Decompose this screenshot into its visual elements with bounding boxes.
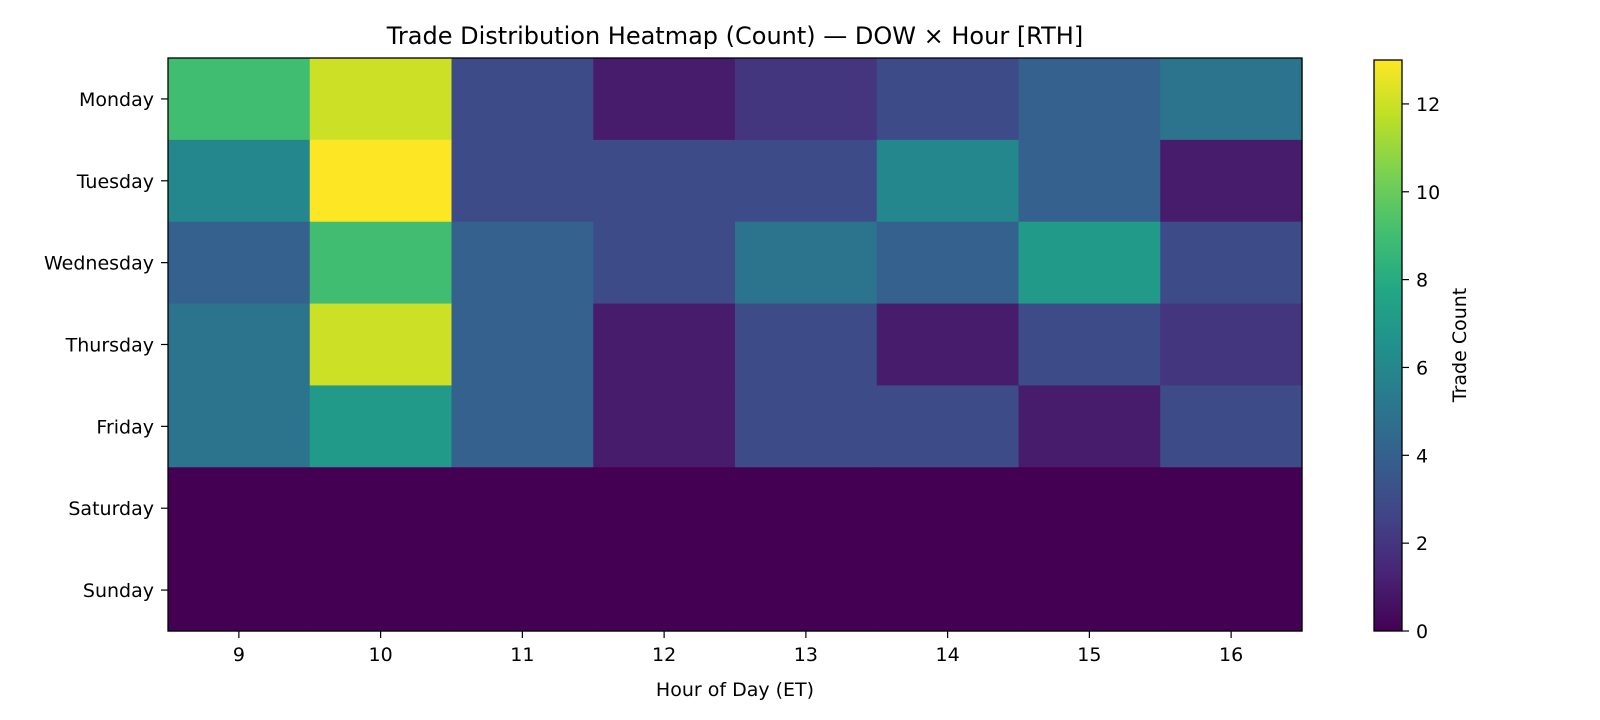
- heatmap-cell: [168, 139, 311, 223]
- heatmap-cell: [1018, 467, 1161, 550]
- heatmap-cell: [735, 467, 878, 550]
- colorbar-gradient: [1374, 60, 1402, 631]
- heatmap-cell: [735, 58, 878, 141]
- heatmap-cell: [309, 221, 453, 305]
- x-axis-label: Hour of Day (ET): [656, 679, 814, 701]
- y-tick-label: Tuesday: [76, 171, 154, 193]
- heatmap-cell: [876, 549, 1020, 632]
- heatmap-cell: [876, 385, 1020, 468]
- heatmap-cells: [168, 58, 1303, 632]
- x-tick-label: 11: [510, 644, 534, 666]
- x-axis: 9 10 11 12 13 14 15 16: [233, 631, 1243, 666]
- heatmap-cell: [876, 467, 1020, 550]
- y-tick-label: Thursday: [65, 335, 154, 357]
- heatmap-cell: [168, 58, 311, 141]
- heatmap-cell: [451, 58, 594, 141]
- heatmap-cell: [593, 139, 736, 223]
- heatmap-cell: [309, 303, 453, 387]
- heatmap-cell: [1018, 221, 1161, 305]
- heatmap-cell: [1160, 139, 1303, 223]
- colorbar-tick-label: 0: [1416, 621, 1428, 643]
- heatmap-cell: [451, 467, 594, 550]
- heatmap-cell: [876, 303, 1020, 387]
- heatmap-cell: [1018, 58, 1161, 141]
- heatmap-cell: [1160, 385, 1303, 468]
- x-tick-label: 13: [794, 644, 818, 666]
- heatmap-cell: [1018, 303, 1161, 387]
- heatmap-cell: [1018, 549, 1161, 632]
- y-tick-label: Wednesday: [44, 253, 154, 275]
- heatmap-cell: [1160, 467, 1303, 550]
- heatmap-cell: [451, 303, 594, 387]
- heatmap-cell: [735, 139, 878, 223]
- x-tick-label: 14: [936, 644, 960, 666]
- y-tick-label: Saturday: [68, 498, 154, 520]
- heatmap-cell: [735, 221, 878, 305]
- colorbar-label: Trade Count: [1449, 288, 1471, 403]
- heatmap-cell: [309, 385, 453, 468]
- heatmap-cell: [593, 385, 736, 468]
- chart-title: Trade Distribution Heatmap (Count) — DOW…: [386, 22, 1083, 50]
- colorbar-tick-label: 4: [1416, 445, 1428, 467]
- colorbar-tick-label: 12: [1416, 94, 1440, 116]
- heatmap-cell: [168, 549, 311, 632]
- heatmap-cell: [1018, 139, 1161, 223]
- x-tick-label: 10: [369, 644, 393, 666]
- heatmap-cell: [451, 221, 594, 305]
- heatmap-cell: [593, 303, 736, 387]
- colorbar: 0 2 4 6 8 10 12 Trade Count: [1373, 59, 1471, 643]
- heatmap-cell: [1160, 303, 1303, 387]
- heatmap-cell: [168, 221, 311, 305]
- colorbar-frame: [1373, 59, 1403, 632]
- heatmap-cell: [168, 385, 311, 468]
- heatmap-cell: [309, 139, 453, 223]
- heatmap-cell: [876, 139, 1020, 223]
- heatmap-cell: [309, 467, 453, 550]
- heatmap-cell: [1160, 58, 1303, 141]
- y-tick-label: Friday: [96, 416, 154, 438]
- heatmap-cell: [735, 303, 878, 387]
- heatmap-cell: [876, 221, 1020, 305]
- heatmap-cell: [876, 58, 1020, 141]
- heatmap-cell: [1160, 221, 1303, 305]
- heatmap-cell: [593, 221, 736, 305]
- heatmap-cell: [593, 58, 736, 141]
- x-tick-label: 15: [1077, 644, 1101, 666]
- heatmap-cell: [593, 549, 736, 632]
- heatmap-cell: [451, 549, 594, 632]
- heatmap-cell: [168, 303, 311, 387]
- heatmap-cell: [451, 139, 594, 223]
- heatmap-cell: [1160, 549, 1303, 632]
- y-axis: Monday Tuesday Wednesday Thursday Friday Satu…: [44, 89, 168, 602]
- y-tick-label: Sunday: [83, 580, 154, 602]
- colorbar-ticks: 0 2 4 6 8 10 12: [1402, 94, 1440, 643]
- heatmap-cell: [1018, 385, 1161, 468]
- colorbar-tick-label: 8: [1416, 270, 1428, 292]
- heatmap-cell: [451, 385, 594, 468]
- heatmap-cell: [593, 467, 736, 550]
- colorbar-tick-label: 2: [1416, 533, 1428, 555]
- heatmap-cell: [309, 58, 453, 141]
- colorbar-tick-label: 10: [1416, 182, 1440, 204]
- heatmap-cell: [309, 549, 453, 632]
- heatmap-cell: [735, 549, 878, 632]
- y-tick-label: Monday: [79, 89, 154, 111]
- heatmap-cell: [168, 467, 311, 550]
- x-tick-label: 16: [1219, 644, 1243, 666]
- x-tick-label: 12: [652, 644, 676, 666]
- colorbar-tick-label: 6: [1416, 357, 1428, 379]
- x-tick-label: 9: [233, 644, 245, 666]
- heatmap-cell: [735, 385, 878, 468]
